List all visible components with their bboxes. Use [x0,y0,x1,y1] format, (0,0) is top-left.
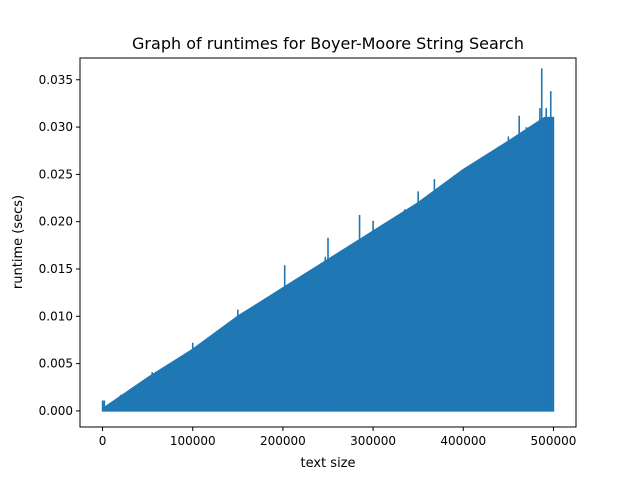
x-tick-label: 500000 [531,434,577,448]
y-tick-label: 0.020 [39,215,73,229]
y-tick-label: 0.010 [39,309,73,323]
y-tick-label: 0.005 [39,357,73,371]
x-tick-label: 200000 [260,434,306,448]
y-tick-label: 0.030 [39,120,73,134]
x-tick-label: 0 [99,434,107,448]
y-tick-label: 0.015 [39,262,73,276]
chart-title: Graph of runtimes for Boyer-Moore String… [132,34,524,53]
y-axis-label: runtime (secs) [11,195,26,289]
x-tick-label: 400000 [440,434,486,448]
x-axis-label: text size [301,456,356,471]
y-axis-ticks: 0.000 0.005 0.010 0.015 0.020 0.025 0.030 0.035 [39,73,80,418]
y-tick-label: 0.035 [39,73,73,87]
x-tick-label: 300000 [350,434,396,448]
x-tick-label: 100000 [170,434,216,448]
plot-area [101,68,555,412]
x-axis-ticks: 0 100000 200000 300000 400000 500000 [99,427,577,448]
axes-frame [79,57,577,428]
y-tick-label: 0.025 [39,167,73,181]
y-tick-label: 0.000 [39,404,73,418]
